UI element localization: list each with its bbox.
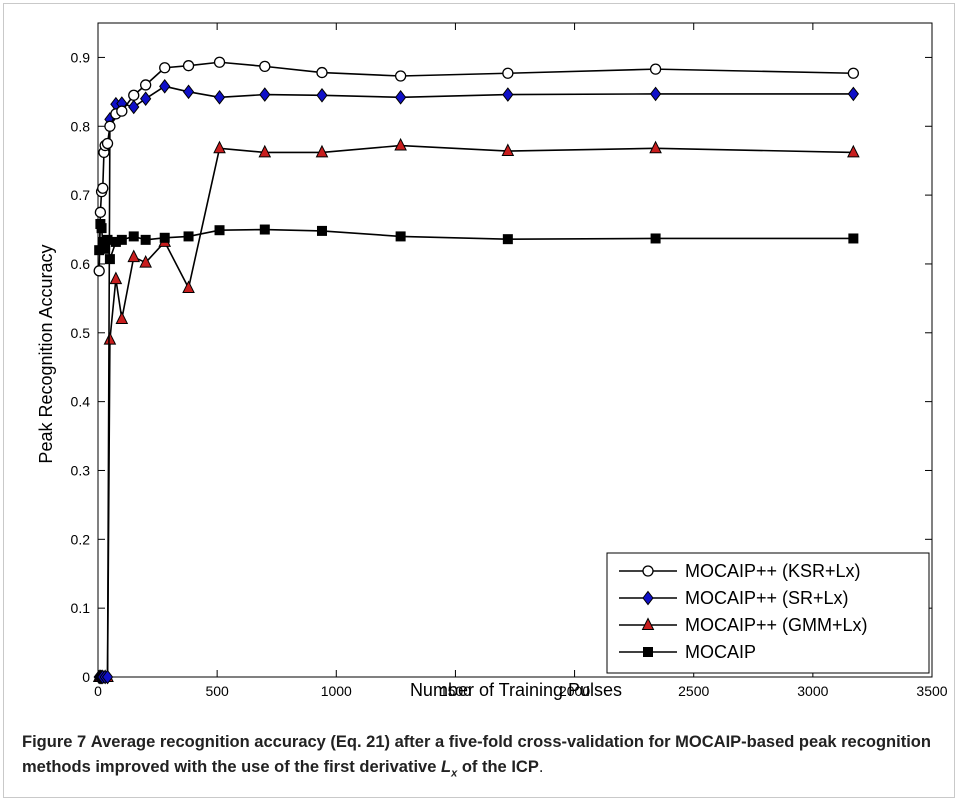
data-point	[502, 67, 514, 79]
legend-marker	[642, 590, 654, 606]
x-tick-label: 0	[94, 683, 102, 699]
data-point	[394, 90, 407, 105]
legend-label: MOCAIP	[685, 642, 756, 662]
data-point	[502, 87, 514, 102]
data-point	[501, 143, 515, 157]
data-point	[140, 91, 152, 107]
data-point	[847, 67, 860, 79]
data-point	[213, 56, 226, 68]
y-axis-label: Peak Recognition Accuracy	[36, 244, 56, 463]
x-tick-label: 3000	[797, 683, 828, 699]
data-point	[128, 99, 140, 115]
legend-label: MOCAIP++ (GMM+Lx)	[685, 615, 868, 635]
data-point	[109, 271, 123, 285]
data-point	[139, 254, 152, 268]
data-point	[103, 332, 117, 345]
y-tick-label: 0.9	[71, 49, 91, 65]
data-point	[847, 144, 860, 158]
y-tick-label: 0.3	[71, 462, 91, 478]
y-tick-label: 0.6	[71, 256, 91, 272]
legend-label: MOCAIP++ (KSR+Lx)	[685, 561, 861, 581]
data-point	[847, 86, 859, 102]
legend-marker	[643, 647, 653, 657]
data-point	[128, 231, 139, 242]
series-layer	[92, 56, 860, 685]
y-tick-label: 0.5	[71, 325, 91, 341]
data-point	[102, 234, 113, 245]
data-point	[116, 234, 127, 245]
caption-text: Average recognition accuracy (Eq. 21) af…	[22, 733, 931, 776]
y-tick-label: 0.4	[71, 394, 91, 410]
data-point	[140, 79, 152, 91]
line-chart: 0 500 1000 1500 2000 2500 3000 3500 0 0.1 0.2 0.3 0.…	[36, 22, 948, 700]
data-point	[97, 182, 109, 194]
data-point	[94, 206, 107, 218]
data-point	[315, 144, 329, 158]
data-point	[649, 86, 662, 102]
figure-caption: Figure 7 Average recognition accuracy (E…	[22, 730, 950, 786]
data-point	[115, 311, 129, 325]
data-point	[502, 234, 513, 245]
data-point	[650, 233, 661, 244]
data-point	[128, 89, 140, 101]
data-point	[394, 137, 407, 151]
caption-label: Figure 7	[22, 733, 87, 751]
legend-box	[606, 552, 930, 674]
x-tick-label: 1000	[321, 683, 352, 699]
x-axis-label: Number of Training Pulses	[410, 680, 622, 700]
legend: MOCAIP++ (KSR+Lx) MOCAIP++ (SR+Lx) MOCAIP+…	[606, 552, 930, 674]
data-point	[93, 265, 105, 277]
data-point	[214, 225, 225, 236]
data-point	[395, 231, 406, 242]
data-point	[159, 232, 170, 243]
data-point	[316, 66, 328, 79]
series-circle	[93, 56, 860, 277]
data-point	[96, 223, 107, 234]
data-point	[649, 140, 662, 154]
data-point	[848, 233, 859, 244]
legend-label: MOCAIP++ (SR+Lx)	[685, 588, 849, 608]
y-tick-label: 0.2	[71, 531, 91, 547]
data-point	[101, 669, 114, 685]
legend-marker	[642, 565, 654, 577]
data-point	[104, 120, 116, 132]
y-tick-label: 0.1	[71, 600, 91, 616]
caption-text-end: of the ICP	[461, 758, 539, 776]
data-point	[182, 60, 195, 72]
y-tick-label: 0	[82, 669, 90, 685]
data-point	[183, 231, 194, 242]
data-point	[259, 224, 270, 235]
data-point	[213, 90, 226, 105]
x-tick-label: 1500	[440, 683, 471, 699]
data-point	[213, 140, 226, 154]
data-point	[258, 144, 272, 158]
legend-marker	[641, 617, 655, 630]
y-tick-label: 0.7	[71, 187, 91, 203]
data-point	[259, 87, 271, 102]
data-point	[159, 79, 171, 94]
data-point	[101, 137, 114, 150]
data-point	[116, 105, 128, 117]
x-tick-label: 500	[205, 683, 229, 699]
data-point	[316, 225, 327, 236]
x-tick-label: 2500	[678, 683, 709, 699]
data-point	[316, 87, 328, 103]
x-tick-label: 3500	[916, 683, 947, 699]
data-point	[182, 84, 195, 100]
data-point	[127, 249, 141, 263]
data-point	[140, 234, 151, 245]
y-tick-label: 0.8	[71, 118, 91, 134]
data-point	[159, 62, 171, 74]
caption-period: .	[538, 758, 544, 776]
caption-symbol: Lx	[441, 758, 458, 780]
x-tick-label: 2000	[559, 683, 590, 699]
data-point	[259, 60, 271, 73]
data-point	[649, 63, 662, 75]
data-point	[182, 280, 195, 294]
data-point	[394, 70, 407, 82]
